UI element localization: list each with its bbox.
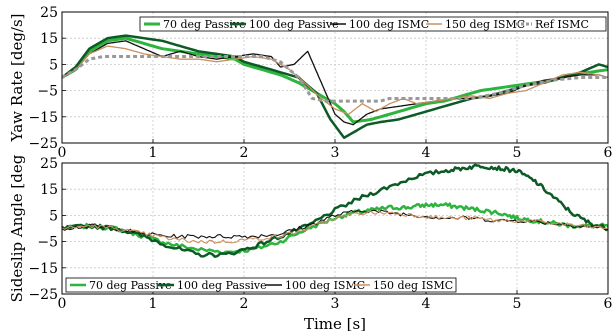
series-line-70-deg-passive	[62, 36, 608, 124]
x-tick-label: 6	[604, 296, 613, 312]
x-tick-label: 1	[149, 145, 158, 161]
x-tick-label: 5	[513, 145, 522, 161]
legend-entry: 150 deg ISMC	[445, 18, 525, 31]
legend-entry: 100 deg ISMC	[285, 279, 365, 292]
legend: 70 deg Passive 100 deg Passive 100 deg ISM…	[65, 277, 457, 293]
y-tick-label: 25	[40, 5, 58, 21]
x-tick-label: 4	[422, 145, 431, 161]
legend-entry: 100 deg Passive	[249, 18, 339, 31]
x-tick-label: 0	[58, 296, 67, 312]
legend-box	[65, 277, 457, 293]
series-line-150-deg-ismc	[62, 210, 608, 244]
x-tick-label: 5	[513, 296, 522, 312]
x-tick-label: 4	[422, 296, 431, 312]
y-tick-label: 5	[49, 57, 58, 73]
x-tick-label: 2	[240, 296, 249, 312]
legend: 70 deg Passive 100 deg Passive 100 deg ISM…	[139, 16, 607, 32]
y-tick-label: −5	[37, 84, 58, 100]
y-tick-label: −15	[28, 110, 58, 126]
y-tick-label: −25	[28, 287, 58, 303]
legend-entry: 100 deg Passive	[177, 279, 267, 292]
legend-entry: 150 deg ISMC	[373, 279, 453, 292]
y-axis-label: Sideslip Angle [deg	[8, 154, 26, 302]
x-tick-label: 2	[240, 145, 249, 161]
x-tick-label: 1	[149, 296, 158, 312]
y-tick-label: 25	[40, 156, 58, 172]
x-tick-label: 0	[58, 145, 67, 161]
y-tick-label: 15	[40, 31, 58, 47]
x-axis-label: Time [s]	[304, 315, 366, 331]
y-axis-label: Yaw Rate [deg/s]	[8, 13, 26, 142]
x-tick-label: 3	[331, 296, 340, 312]
series-line-100-deg-passive	[62, 163, 608, 258]
series-line-100-deg-passive	[62, 34, 608, 140]
series-line-150-deg-ismc	[62, 45, 608, 115]
legend-box	[139, 16, 607, 32]
legend-entry: 70 deg Passive	[163, 18, 246, 31]
legend-entry: Ref ISMC	[535, 18, 589, 31]
series-line-ref-ismc	[62, 55, 608, 103]
legend-entry: 70 deg Passive	[89, 279, 172, 292]
x-tick-label: 3	[331, 145, 340, 161]
y-tick-label: 5	[49, 208, 58, 224]
y-tick-label: −25	[28, 136, 58, 152]
y-tick-label: −5	[37, 235, 58, 251]
legend-entry: 100 deg ISMC	[349, 18, 429, 31]
series-line-70-deg-passive	[62, 202, 608, 255]
series-line-100-deg-ismc	[62, 40, 608, 126]
y-tick-label: −15	[28, 261, 58, 277]
x-tick-label: 6	[604, 145, 613, 161]
y-tick-label: 15	[40, 182, 58, 198]
